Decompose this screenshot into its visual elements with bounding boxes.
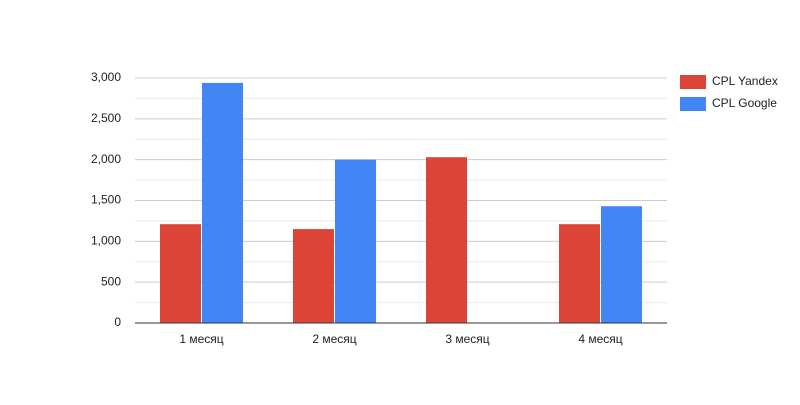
- x-tick-label: 4 месяц: [578, 332, 622, 346]
- y-tick-label: 0: [114, 315, 121, 329]
- x-tick-label: 2 месяц: [312, 332, 356, 346]
- legend-label: CPL Google: [712, 96, 777, 110]
- x-tick-label: 3 месяц: [445, 332, 489, 346]
- bar: [559, 224, 600, 323]
- legend-swatch: [680, 97, 706, 111]
- x-tick-label: 1 месяц: [179, 332, 223, 346]
- bar: [335, 159, 376, 323]
- bar: [293, 229, 334, 323]
- legend-label: CPL Yandex: [712, 74, 778, 88]
- y-tick-label: 1,000: [91, 234, 121, 248]
- bar: [601, 206, 642, 323]
- y-tick-label: 3,000: [91, 70, 121, 84]
- y-tick-label: 2,500: [91, 111, 121, 125]
- y-tick-label: 2,000: [91, 152, 121, 166]
- y-tick-label: 1,500: [91, 193, 121, 207]
- y-tick-label: 500: [101, 274, 121, 288]
- bar: [202, 82, 243, 324]
- legend-swatch: [680, 75, 706, 89]
- bar: [426, 157, 467, 323]
- bar: [160, 224, 201, 323]
